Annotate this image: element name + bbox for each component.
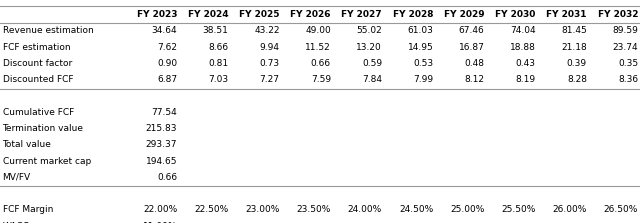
Text: 0.90: 0.90 <box>157 59 177 68</box>
Text: 89.59: 89.59 <box>612 26 638 35</box>
Text: 26.00%: 26.00% <box>552 205 587 214</box>
Text: FY 2029: FY 2029 <box>444 10 484 19</box>
Text: 8.36: 8.36 <box>618 75 638 84</box>
Text: 13.20: 13.20 <box>356 43 382 52</box>
Text: 0.59: 0.59 <box>362 59 382 68</box>
Text: FY 2024: FY 2024 <box>188 10 228 19</box>
Text: FY 2028: FY 2028 <box>393 10 433 19</box>
Text: FY 2032: FY 2032 <box>598 10 638 19</box>
Text: 0.66: 0.66 <box>311 59 331 68</box>
Text: 7.59: 7.59 <box>311 75 331 84</box>
Text: 0.81: 0.81 <box>209 59 228 68</box>
Text: 8.28: 8.28 <box>567 75 587 84</box>
Text: Discounted FCF: Discounted FCF <box>3 75 73 84</box>
Text: 14.95: 14.95 <box>408 43 433 52</box>
Text: 23.74: 23.74 <box>612 43 638 52</box>
Text: 8.19: 8.19 <box>516 75 536 84</box>
Text: 0.43: 0.43 <box>516 59 536 68</box>
Text: 26.50%: 26.50% <box>604 205 638 214</box>
Text: WACC: WACC <box>3 222 29 223</box>
Text: 7.27: 7.27 <box>260 75 280 84</box>
Text: 34.64: 34.64 <box>152 26 177 35</box>
Text: 0.73: 0.73 <box>260 59 280 68</box>
Text: 0.39: 0.39 <box>567 59 587 68</box>
Text: 0.48: 0.48 <box>465 59 484 68</box>
Text: 194.65: 194.65 <box>146 157 177 165</box>
Text: 7.84: 7.84 <box>362 75 382 84</box>
Text: MV/FV: MV/FV <box>3 173 31 182</box>
Text: 18.88: 18.88 <box>510 43 536 52</box>
Text: FY 2023: FY 2023 <box>137 10 177 19</box>
Text: 43.22: 43.22 <box>254 26 280 35</box>
Text: 25.50%: 25.50% <box>501 205 536 214</box>
Text: 6.87: 6.87 <box>157 75 177 84</box>
Text: 11.00%: 11.00% <box>143 222 177 223</box>
Text: 0.66: 0.66 <box>157 173 177 182</box>
Text: 24.50%: 24.50% <box>399 205 433 214</box>
Text: FY 2031: FY 2031 <box>547 10 587 19</box>
Text: FY 2025: FY 2025 <box>239 10 280 19</box>
Text: Cumulative FCF: Cumulative FCF <box>3 108 74 117</box>
Text: 0.53: 0.53 <box>413 59 433 68</box>
Text: 7.03: 7.03 <box>209 75 228 84</box>
Text: 49.00: 49.00 <box>305 26 331 35</box>
Text: 0.35: 0.35 <box>618 59 638 68</box>
Text: 55.02: 55.02 <box>356 26 382 35</box>
Text: 215.83: 215.83 <box>146 124 177 133</box>
Text: FY 2026: FY 2026 <box>291 10 331 19</box>
Text: Total value: Total value <box>3 140 51 149</box>
Text: 22.00%: 22.00% <box>143 205 177 214</box>
Text: Revenue estimation: Revenue estimation <box>3 26 93 35</box>
Text: 16.87: 16.87 <box>459 43 484 52</box>
Text: Current market cap: Current market cap <box>3 157 91 165</box>
Text: 61.03: 61.03 <box>408 26 433 35</box>
Text: 23.00%: 23.00% <box>245 205 280 214</box>
Text: 7.62: 7.62 <box>157 43 177 52</box>
Text: 22.50%: 22.50% <box>194 205 228 214</box>
Text: 8.66: 8.66 <box>209 43 228 52</box>
Text: 24.00%: 24.00% <box>348 205 382 214</box>
Text: 11.52: 11.52 <box>305 43 331 52</box>
Text: FCF estimation: FCF estimation <box>3 43 70 52</box>
Text: FY 2030: FY 2030 <box>495 10 536 19</box>
Text: FY 2027: FY 2027 <box>342 10 382 19</box>
Text: 293.37: 293.37 <box>146 140 177 149</box>
Text: 8.12: 8.12 <box>465 75 484 84</box>
Text: 74.04: 74.04 <box>510 26 536 35</box>
Text: 7.99: 7.99 <box>413 75 433 84</box>
Text: Termination value: Termination value <box>3 124 84 133</box>
Text: 77.54: 77.54 <box>152 108 177 117</box>
Text: 81.45: 81.45 <box>561 26 587 35</box>
Text: FCF Margin: FCF Margin <box>3 205 53 214</box>
Text: 23.50%: 23.50% <box>296 205 331 214</box>
Text: 67.46: 67.46 <box>459 26 484 35</box>
Text: 25.00%: 25.00% <box>450 205 484 214</box>
Text: Discount factor: Discount factor <box>3 59 72 68</box>
Text: 38.51: 38.51 <box>203 26 228 35</box>
Text: 9.94: 9.94 <box>260 43 280 52</box>
Text: 21.18: 21.18 <box>561 43 587 52</box>
